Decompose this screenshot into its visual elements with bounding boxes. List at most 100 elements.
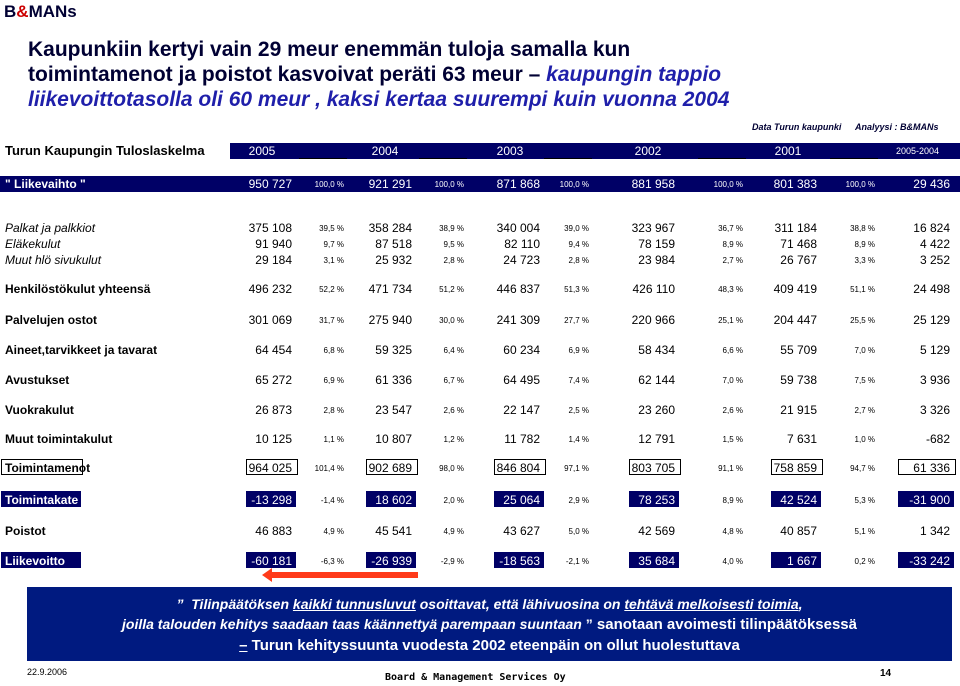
table-cell-value: 24 723 — [503, 253, 540, 267]
value-box — [366, 459, 418, 475]
table-cell-percent: 36,7 % — [718, 224, 743, 233]
table-cell-diff: -33 242 — [909, 554, 950, 568]
table-cell-value: 950 727 — [248, 177, 292, 191]
table-cell-value: 59 325 — [375, 343, 412, 357]
table-cell-percent: 7,5 % — [854, 376, 875, 385]
table-cell-value: 902 689 — [368, 461, 412, 475]
table-cell-value: 42 569 — [638, 524, 675, 538]
table-cell-percent: 38,8 % — [850, 224, 875, 233]
table-cell-percent: 1,2 % — [443, 435, 464, 444]
year-header: 2003 — [496, 144, 524, 158]
row-label-box — [1, 552, 81, 568]
table-cell-value: 87 518 — [375, 237, 412, 251]
table-cell-percent: 97,1 % — [564, 464, 589, 473]
table-cell-value: 881 958 — [631, 177, 675, 191]
table-cell-diff: 61 336 — [913, 461, 950, 475]
table-cell-percent: -2,1 % — [565, 557, 589, 566]
table-cell-value: -18 563 — [499, 554, 540, 568]
value-box — [629, 459, 681, 475]
value-box — [366, 491, 416, 507]
table-cell-percent: 100,0 % — [845, 180, 875, 189]
table-cell-diff: 25 129 — [913, 313, 950, 327]
table-cell-value: 340 004 — [496, 221, 540, 235]
table-cell-percent: 2,8 % — [568, 256, 589, 265]
table-cell-percent: 7,4 % — [568, 376, 589, 385]
table-cell-percent: 5,3 % — [854, 496, 875, 505]
table-cell-percent: 2,7 % — [722, 256, 743, 265]
table-cell-value: 323 967 — [631, 221, 675, 235]
table-cell-value: 42 524 — [780, 493, 817, 507]
table-cell-value: 358 284 — [368, 221, 412, 235]
table-cell-percent: -2,9 % — [440, 557, 464, 566]
table-cell-percent: 100,0 % — [314, 180, 344, 189]
value-box — [366, 552, 416, 568]
table-cell-percent: 2,5 % — [568, 406, 589, 415]
table-cell-percent: 51,1 % — [850, 285, 875, 294]
row-label: Toimintakate — [5, 493, 79, 507]
table-cell-value: 55 709 — [780, 343, 817, 357]
table-cell-value: 35 684 — [638, 554, 675, 568]
table-cell-value: 375 108 — [248, 221, 292, 235]
year-header-band — [230, 143, 960, 159]
conclusion-line-3: – Turun kehityssuunta vuodesta 2002 etee… — [239, 637, 740, 654]
table-cell-value: 26 873 — [255, 403, 292, 417]
row-label: Palkat ja palkkiot — [5, 221, 96, 235]
table-cell-percent: 6,9 % — [323, 376, 344, 385]
table-cell-percent: 48,3 % — [718, 285, 743, 294]
table-cell-value: 12 791 — [638, 432, 675, 446]
table-cell-value: 426 110 — [632, 282, 676, 296]
table-cell-diff: 5 129 — [919, 343, 950, 357]
table-cell-value: 301 069 — [248, 313, 292, 327]
table-cell-value: 45 541 — [375, 524, 412, 538]
table-cell-percent: 30,0 % — [439, 316, 464, 325]
table-cell-percent: 6,9 % — [568, 346, 589, 355]
table-cell-value: 921 291 — [368, 177, 412, 191]
row-label: Eläkekulut — [5, 237, 61, 251]
header-underline — [830, 158, 878, 159]
brand-logo: B&MANs — [4, 2, 77, 21]
table-cell-value: -26 939 — [371, 554, 412, 568]
table-cell-value: 78 159 — [638, 237, 675, 251]
table-cell-value: 59 738 — [780, 373, 817, 387]
table-cell-value: 275 940 — [368, 313, 412, 327]
row-label: " Liikevaihto " — [5, 177, 86, 191]
header-underline — [299, 158, 347, 159]
table-cell-diff: 3 252 — [919, 253, 950, 267]
table-cell-percent: 8,9 % — [722, 240, 743, 249]
table-cell-percent: 27,7 % — [564, 316, 589, 325]
year-header: 2001 — [774, 144, 802, 158]
table-cell-percent: 3,3 % — [854, 256, 875, 265]
table-cell-percent: 25,5 % — [850, 316, 875, 325]
value-box — [898, 459, 956, 475]
table-cell-percent: 31,7 % — [319, 316, 344, 325]
table-cell-value: 23 984 — [638, 253, 675, 267]
table-cell-diff: 1 342 — [919, 524, 950, 538]
table-cell-percent: 51,3 % — [564, 285, 589, 294]
conclusion-line-1: ” Tilinpäätöksen kaikki tunnusluvut osoi… — [176, 596, 803, 612]
table-cell-percent: 3,1 % — [323, 256, 344, 265]
table-cell-value: 11 782 — [504, 432, 540, 446]
table-cell-percent: 5,0 % — [568, 527, 589, 536]
row-label: Avustukset — [5, 373, 70, 387]
table-cell-percent: 1,5 % — [722, 435, 743, 444]
value-box — [246, 491, 296, 507]
table-cell-percent: 2,8 % — [323, 406, 344, 415]
row-label: Muut toimintakulut — [5, 432, 113, 446]
table-cell-percent: 39,0 % — [564, 224, 589, 233]
table-cell-percent: -6,3 % — [320, 557, 344, 566]
table-cell-value: 409 419 — [773, 282, 817, 296]
table-cell-percent: 8,9 % — [854, 240, 875, 249]
table-cell-percent: 1,4 % — [568, 435, 589, 444]
table-cell-value: 871 868 — [496, 177, 540, 191]
header-underline — [698, 158, 746, 159]
table-cell-value: 71 468 — [780, 237, 817, 251]
table-cell-value: 82 110 — [504, 237, 540, 251]
value-box — [771, 552, 821, 568]
table-cell-diff: 24 498 — [913, 282, 950, 296]
table-cell-value: 64 454 — [255, 343, 292, 357]
table-cell-value: 60 234 — [503, 343, 540, 357]
row-label: Henkilöstökulut yhteensä — [5, 282, 151, 296]
year-header: 2002 — [634, 144, 662, 158]
table-cell-value: 23 547 — [375, 403, 412, 417]
table-cell-percent: 2,7 % — [854, 406, 875, 415]
